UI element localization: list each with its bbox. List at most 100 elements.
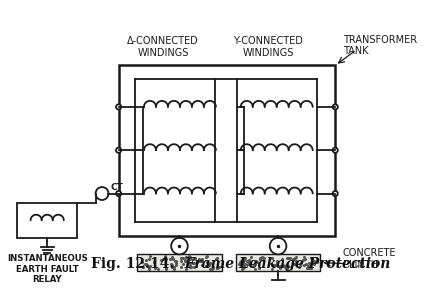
Point bbox=[143, 262, 150, 267]
Circle shape bbox=[116, 104, 121, 110]
Circle shape bbox=[270, 238, 286, 254]
Point bbox=[276, 264, 283, 269]
Point bbox=[182, 259, 189, 264]
Point bbox=[188, 265, 195, 270]
Point bbox=[241, 257, 248, 262]
Point bbox=[146, 257, 152, 261]
Point bbox=[187, 255, 194, 260]
Point bbox=[198, 263, 205, 267]
Point bbox=[168, 262, 175, 266]
Point bbox=[307, 263, 314, 268]
Point bbox=[172, 259, 178, 264]
Point bbox=[203, 260, 210, 265]
Circle shape bbox=[333, 104, 338, 110]
Point bbox=[213, 266, 220, 271]
Point bbox=[166, 257, 173, 261]
Point bbox=[203, 255, 210, 260]
Point bbox=[245, 262, 252, 266]
Point bbox=[206, 263, 213, 268]
Point bbox=[170, 257, 177, 262]
Point bbox=[202, 264, 209, 268]
Point bbox=[244, 259, 251, 264]
Point bbox=[138, 259, 145, 264]
Point bbox=[190, 256, 197, 261]
Point bbox=[190, 260, 197, 265]
Circle shape bbox=[116, 148, 121, 153]
Circle shape bbox=[333, 191, 338, 196]
Point bbox=[146, 264, 153, 269]
Point bbox=[260, 255, 267, 260]
Point bbox=[141, 262, 148, 266]
Point bbox=[283, 266, 290, 271]
Point bbox=[254, 260, 261, 264]
Point bbox=[194, 259, 201, 264]
Point bbox=[169, 263, 175, 268]
Point bbox=[173, 261, 180, 266]
Point bbox=[239, 266, 246, 271]
Point bbox=[303, 266, 310, 271]
Point bbox=[146, 254, 153, 259]
Bar bbox=[137, 254, 222, 271]
Point bbox=[291, 257, 297, 262]
Point bbox=[163, 256, 169, 261]
Point bbox=[206, 266, 213, 271]
Text: CT: CT bbox=[110, 183, 123, 192]
Point bbox=[178, 265, 184, 269]
Point bbox=[279, 263, 286, 268]
Point bbox=[204, 254, 211, 259]
Point bbox=[180, 255, 187, 260]
Point bbox=[268, 262, 275, 267]
Point bbox=[276, 265, 283, 270]
Point bbox=[210, 266, 217, 270]
Text: Δ-CONNECTED
WINDINGS: Δ-CONNECTED WINDINGS bbox=[127, 37, 199, 58]
Point bbox=[154, 266, 161, 271]
Point bbox=[292, 255, 299, 260]
Point bbox=[240, 262, 247, 267]
Point bbox=[187, 265, 193, 269]
Text: Frame Leakage Protection: Frame Leakage Protection bbox=[175, 257, 390, 271]
Point bbox=[199, 259, 206, 263]
Point bbox=[293, 259, 300, 263]
Point bbox=[242, 262, 249, 266]
Point bbox=[213, 257, 220, 261]
Text: INSTANTANEOUS
EARTH FAULT
RELAY: INSTANTANEOUS EARTH FAULT RELAY bbox=[7, 254, 88, 284]
Text: TRANSFORMER
TANK: TRANSFORMER TANK bbox=[342, 35, 417, 56]
Point bbox=[187, 263, 193, 268]
Point bbox=[187, 261, 193, 266]
Point bbox=[252, 258, 259, 263]
Point bbox=[240, 262, 247, 267]
Point bbox=[160, 257, 166, 261]
Point bbox=[268, 267, 275, 271]
Point bbox=[259, 255, 266, 260]
Point bbox=[295, 265, 302, 269]
Point bbox=[241, 257, 247, 262]
Point bbox=[213, 266, 220, 270]
Point bbox=[284, 255, 291, 260]
Point bbox=[178, 256, 184, 261]
Point bbox=[300, 257, 307, 262]
Point bbox=[192, 256, 199, 260]
Point bbox=[189, 260, 196, 265]
Point bbox=[298, 261, 305, 266]
Point bbox=[237, 260, 244, 265]
Point bbox=[215, 264, 222, 269]
Point bbox=[183, 255, 190, 259]
Point bbox=[248, 255, 255, 260]
Point bbox=[289, 256, 296, 261]
Point bbox=[245, 260, 252, 265]
Point bbox=[196, 256, 202, 261]
Circle shape bbox=[116, 191, 121, 196]
Circle shape bbox=[171, 238, 188, 254]
Circle shape bbox=[333, 148, 338, 153]
Point bbox=[214, 255, 221, 260]
Point bbox=[171, 264, 178, 269]
Point bbox=[279, 256, 286, 261]
Point bbox=[285, 264, 291, 269]
Point bbox=[182, 266, 189, 271]
Point bbox=[142, 257, 149, 262]
Point bbox=[146, 265, 153, 270]
Text: Fig. 12.14.: Fig. 12.14. bbox=[91, 257, 174, 271]
Circle shape bbox=[95, 187, 108, 200]
Point bbox=[282, 264, 288, 269]
Point bbox=[241, 256, 248, 261]
